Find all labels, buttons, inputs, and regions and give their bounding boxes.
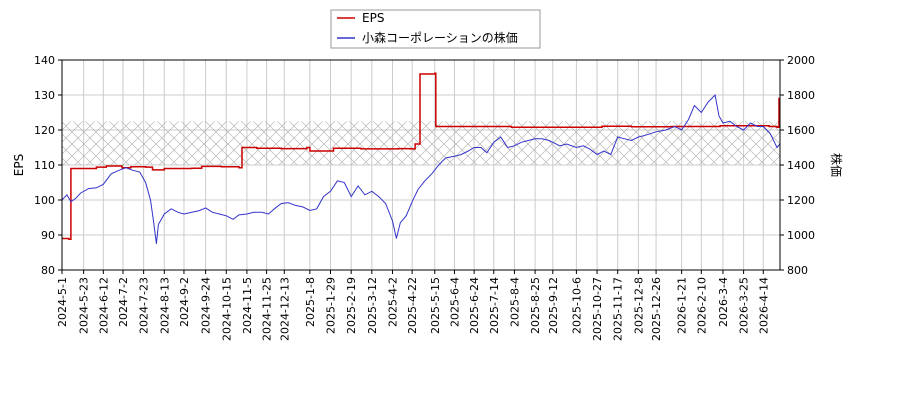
legend: EPS 小森コーポレーションの株価 — [330, 9, 541, 49]
x-tick-label: 2025-10-6 — [570, 277, 583, 334]
x-tick-label: 2025-6-4 — [448, 277, 461, 327]
right-tick-label: 1800 — [787, 89, 815, 102]
x-tick-label: 2024-7-2 — [117, 277, 130, 327]
x-tick-label: 2025-2-19 — [345, 277, 358, 334]
x-axis-ticks: 2024-5-1 2024-5-23 2024-6-12 2024-7-2 2024-7… — [56, 270, 770, 341]
x-tick-label: 2024-11-25 — [261, 277, 274, 341]
x-tick-label: 2024-5-23 — [78, 277, 91, 334]
x-tick-label: 2024-10-15 — [220, 277, 233, 341]
legend-box — [330, 9, 541, 49]
left-tick-label: 110 — [34, 159, 55, 172]
left-tick-label: 90 — [41, 229, 55, 242]
right-axis-ticks: 800 1000 1200 1400 1600 1800 2000 — [780, 54, 815, 277]
x-tick-label: 2026-3-25 — [738, 277, 751, 334]
x-tick-label: 2025-6-24 — [468, 277, 481, 334]
right-axis-label: 株価 — [829, 153, 844, 177]
right-tick-label: 1200 — [787, 194, 815, 207]
x-tick-label: 2025-12-8 — [632, 277, 645, 334]
x-tick-label: 2024-7-23 — [138, 277, 151, 334]
x-tick-label: 2025-9-12 — [547, 277, 560, 334]
left-axis-label: EPS — [12, 154, 26, 176]
x-tick-label: 2025-12-26 — [650, 277, 663, 341]
x-tick-label: 2025-1-29 — [325, 277, 338, 334]
x-tick-label: 2026-2-10 — [695, 277, 708, 334]
left-tick-label: 130 — [34, 89, 55, 102]
x-tick-label: 2024-5-1 — [56, 277, 69, 327]
x-tick-label: 2025-1-8 — [304, 277, 317, 327]
x-tick-label: 2025-10-27 — [591, 277, 604, 341]
hatched-range-band — [62, 121, 780, 165]
x-tick-label: 2025-3-12 — [366, 277, 379, 334]
eps-series-line — [62, 72, 780, 240]
x-tick-label: 2025-7-14 — [488, 277, 501, 334]
x-tick-label: 2025-8-4 — [508, 277, 521, 327]
x-tick-label: 2025-8-25 — [529, 277, 542, 334]
right-tick-label: 800 — [787, 264, 808, 277]
left-tick-label: 120 — [34, 124, 55, 137]
legend-eps-label: EPS — [362, 11, 384, 25]
right-tick-label: 1000 — [787, 229, 815, 242]
x-tick-label: 2025-11-17 — [612, 277, 625, 341]
right-tick-label: 2000 — [787, 54, 815, 67]
x-tick-label: 2025-4-2 — [386, 277, 399, 327]
x-tick-label: 2024-11-5 — [241, 277, 254, 334]
x-tick-label: 2025-4-22 — [406, 277, 419, 334]
x-tick-label: 2024-9-2 — [178, 277, 191, 327]
left-axis-ticks: 80 90 100 110 120 130 140 — [34, 54, 62, 277]
x-tick-label: 2024-9-24 — [200, 277, 213, 334]
x-tick-label: 2026-1-21 — [676, 277, 689, 334]
x-tick-label: 2026-3-4 — [717, 277, 730, 327]
left-tick-label: 80 — [41, 264, 55, 277]
right-tick-label: 1400 — [787, 159, 815, 172]
right-tick-label: 1600 — [787, 124, 815, 137]
left-tick-label: 140 — [34, 54, 55, 67]
x-tick-label: 2024-6-12 — [97, 277, 110, 334]
x-tick-label: 2024-12-13 — [278, 277, 291, 341]
series-layer — [62, 72, 780, 244]
legend-price-label: 小森コーポレーションの株価 — [362, 30, 518, 45]
x-tick-label: 2024-8-13 — [158, 277, 171, 334]
x-tick-label: 2026-4-14 — [757, 277, 770, 334]
left-tick-label: 100 — [34, 194, 55, 207]
x-tick-label: 2025-5-15 — [429, 277, 442, 334]
stock-price-series-line — [62, 93, 780, 244]
